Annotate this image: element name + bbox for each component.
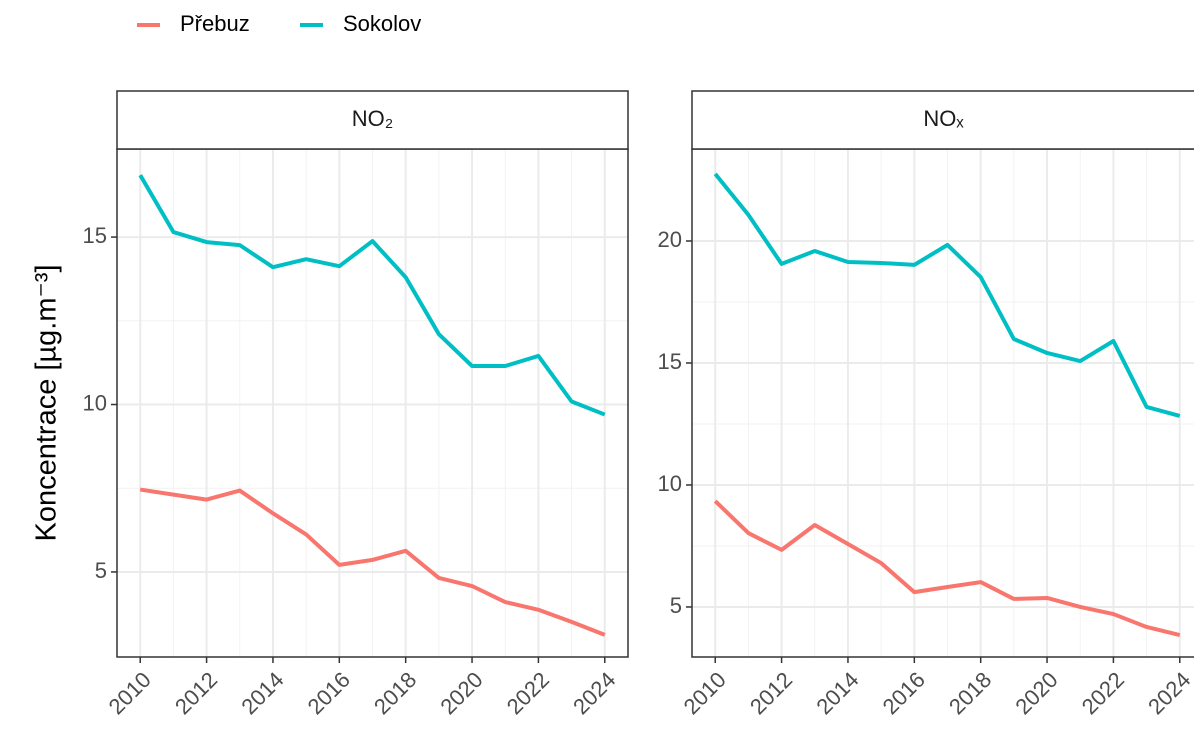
legend-label: Sokolov [343, 11, 421, 36]
y-tick-label: 10 [658, 471, 682, 496]
x-tick-label: 2010 [679, 667, 731, 719]
x-tick-label: 2022 [1077, 667, 1129, 719]
x-tick-label: 2012 [170, 667, 222, 719]
panel [692, 149, 1194, 657]
series-line [139, 487, 606, 637]
strip-title: NO₂ [352, 106, 394, 131]
strip-title: NOₓ [923, 106, 964, 131]
y-tick-label: 20 [658, 227, 682, 252]
series-line [713, 499, 1181, 637]
y-tick-label: 5 [95, 558, 107, 583]
y-tick-label: 15 [658, 349, 682, 374]
x-tick-label: 2014 [811, 667, 863, 719]
x-tick-label: 2018 [944, 667, 996, 719]
x-tick-label: 2010 [104, 667, 156, 719]
x-tick-label: 2018 [369, 667, 421, 719]
strip [116, 90, 629, 150]
x-tick-label: 2014 [236, 667, 288, 719]
y-tick-label: 15 [83, 223, 107, 248]
series-line [138, 174, 606, 417]
x-tick-label: 2022 [502, 667, 554, 719]
legend-label: Přebuz [180, 11, 250, 36]
x-tick-label: 2016 [303, 667, 355, 719]
x-tick-label: 2020 [1010, 667, 1062, 719]
x-tick-label: 2016 [878, 667, 930, 719]
strip [691, 90, 1194, 150]
x-tick-label: 2012 [745, 667, 797, 719]
series-line [713, 172, 1181, 418]
y-tick-label: 5 [670, 593, 682, 618]
y-axis-label: Koncentrace [µg.m⁻³] [31, 264, 63, 541]
x-tick-label: 2024 [568, 667, 620, 719]
x-tick-label: 2020 [435, 667, 487, 719]
y-tick-label: 10 [83, 390, 107, 415]
x-tick-label: 2024 [1143, 667, 1194, 719]
